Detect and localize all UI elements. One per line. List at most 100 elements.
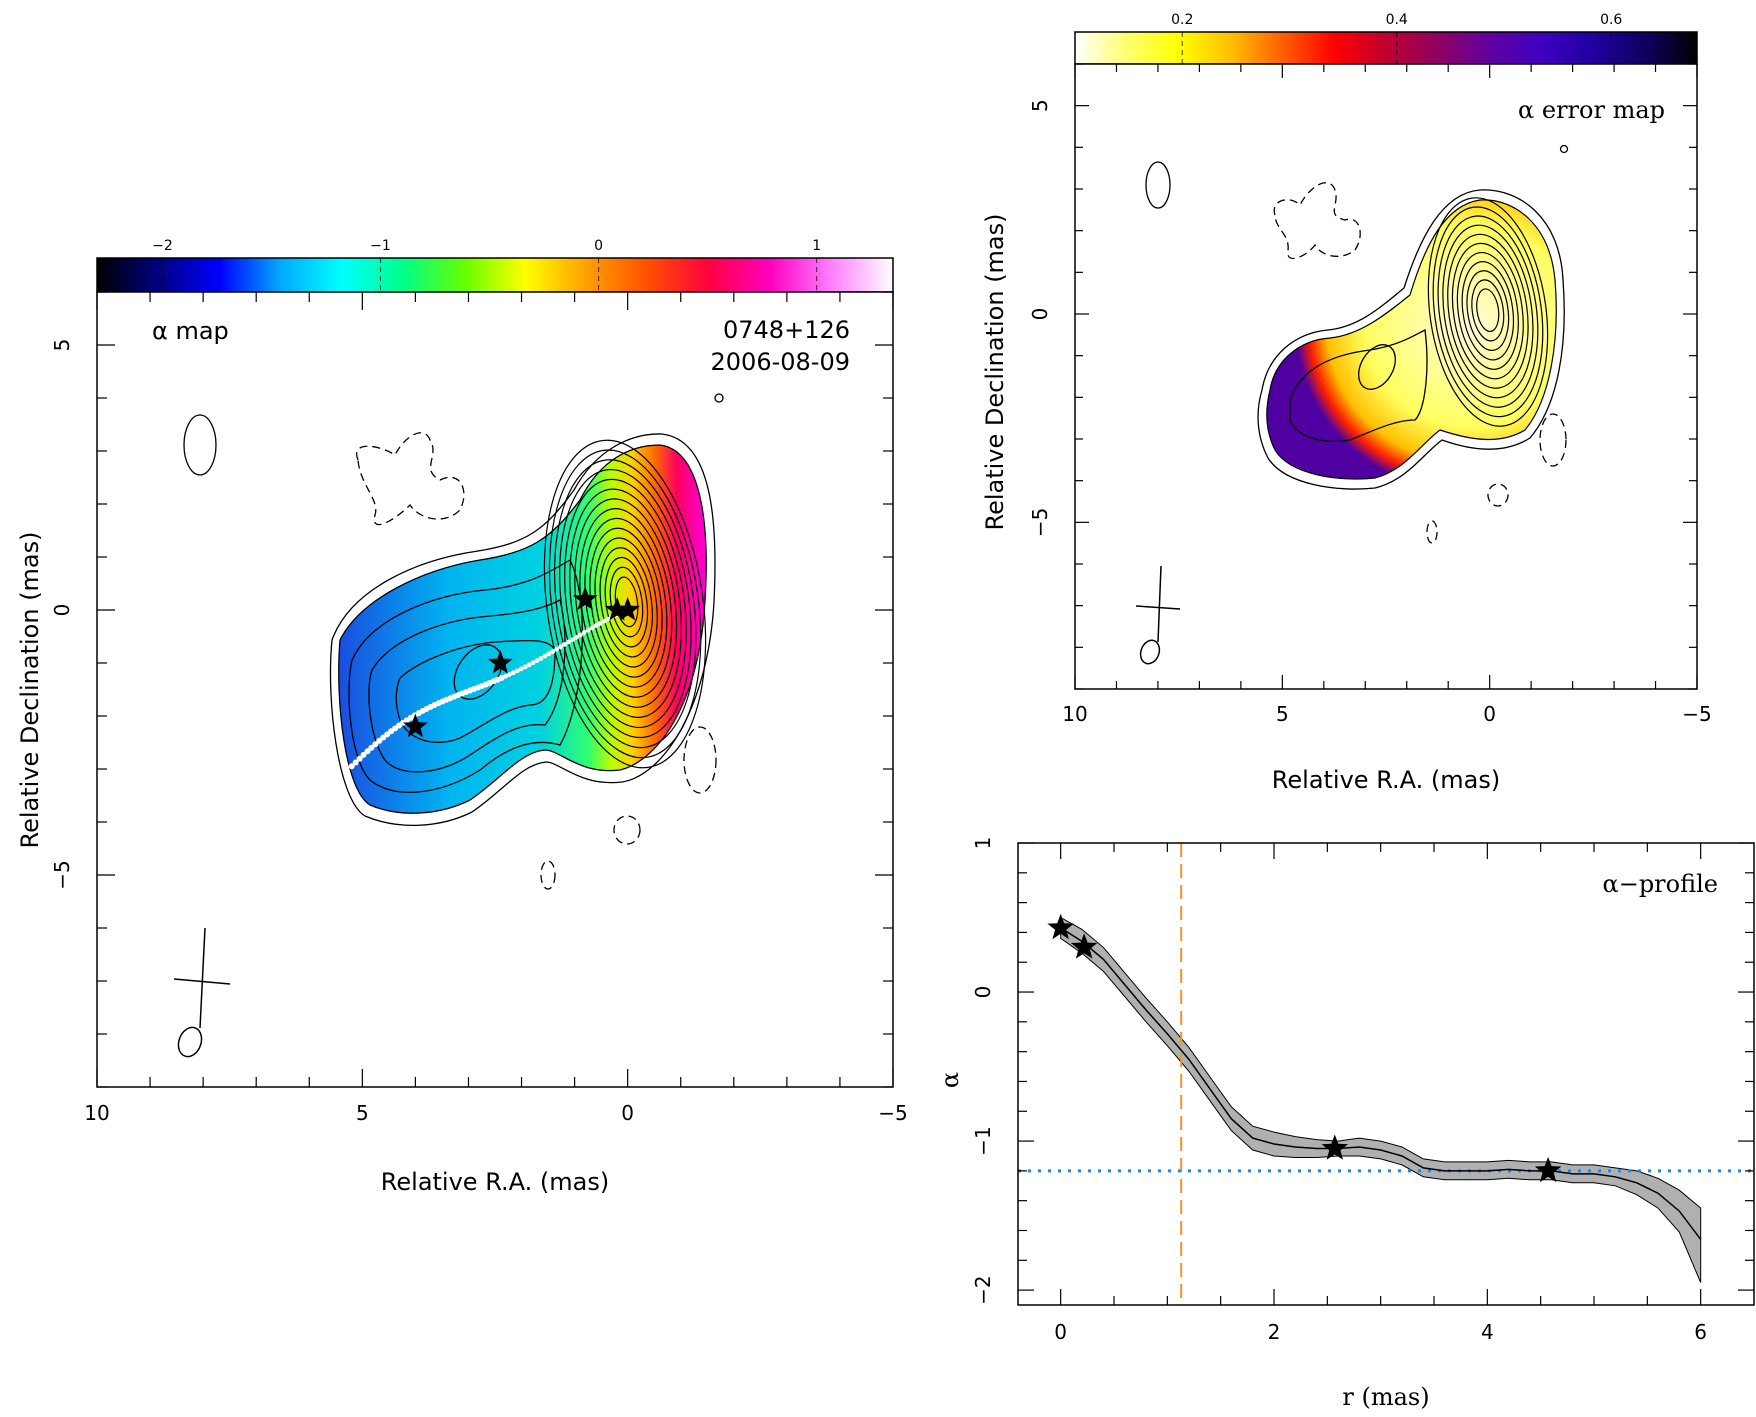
beam-minor-axis	[1135, 605, 1181, 610]
profile-plot-area	[1018, 843, 1754, 1305]
core-contour	[1442, 224, 1534, 399]
beam-minor-axis	[173, 978, 231, 985]
error-map-core-contours	[1427, 197, 1549, 427]
profile-star	[1070, 933, 1098, 959]
ridge-point	[578, 632, 583, 638]
profile-ticks: 0 2 4 6 1 0 −1 −2	[971, 837, 1754, 1344]
ridge-star	[572, 586, 598, 610]
error-map-positive-islands	[1145, 144, 1569, 209]
profile-star	[1534, 1156, 1562, 1183]
profile-error-band	[1060, 916, 1702, 1283]
beam-major-axis	[199, 927, 206, 1029]
error-map-image	[1135, 144, 1569, 665]
core-contour	[584, 517, 668, 688]
y-tick-label: 5	[1028, 99, 1052, 112]
colorbar-tick-label: 1	[812, 238, 821, 254]
colorbar-tick-label: 0.6	[1600, 12, 1622, 28]
profile-frame	[1017, 842, 1755, 1306]
ridge-point	[507, 672, 512, 677]
x-tick-label: 10	[84, 1101, 109, 1125]
core-contour	[569, 488, 682, 718]
ridge-point	[574, 634, 579, 640]
error-map-y-title: Relative Declination (mas)	[981, 213, 1009, 530]
negative-contour	[1273, 182, 1361, 260]
colorbar-tick-label: 0.4	[1386, 12, 1408, 28]
core-contour	[1461, 260, 1515, 361]
x-tick-label: 2	[1268, 1320, 1281, 1344]
alpha-colorbar-ticks: −2 −1 0 1	[152, 238, 821, 292]
jet-contour	[368, 599, 566, 773]
profile-stars	[1047, 913, 1562, 1183]
x-tick-label: 0	[1054, 1320, 1067, 1344]
x-tick-label: −5	[878, 1101, 907, 1125]
ridge-point	[605, 616, 611, 622]
core-contour	[564, 478, 687, 729]
ridge-point	[510, 670, 516, 676]
alpha-map-stars	[403, 586, 640, 738]
ridge-star	[604, 597, 630, 621]
y-tick-label: 1	[971, 837, 995, 850]
x-tick-label: 4	[1481, 1320, 1494, 1344]
positive-contour	[1145, 161, 1171, 209]
ridge-point	[518, 666, 524, 672]
ridge-point	[593, 623, 599, 628]
colorbar-tick-label: 0.2	[1171, 12, 1193, 28]
ridge-point	[546, 651, 552, 657]
negative-contour	[1426, 520, 1438, 544]
ridge-point	[364, 748, 371, 755]
core-contour	[1476, 288, 1500, 333]
beam-ellipse	[177, 1026, 203, 1058]
alpha-profile-panel: 0 2 4 6 1 0 −1 −2 α−profile r (mas) α	[936, 837, 1755, 1411]
source-name: 0748+126	[723, 316, 850, 344]
error-map-beam	[1135, 565, 1181, 665]
ridge-point	[372, 741, 379, 748]
ridge-point	[376, 737, 383, 744]
core-contour	[553, 459, 697, 749]
ridge-point	[601, 618, 607, 624]
y-tick-label: −5	[1028, 508, 1052, 537]
alpha-error-map-panel: 0.2 0.4 0.6	[981, 12, 1712, 794]
x-tick-label: 5	[356, 1101, 369, 1125]
ridge-point	[581, 630, 587, 635]
alpha-map-panel: −2 −1 0 1	[16, 238, 908, 1196]
y-tick-label: −5	[50, 860, 74, 889]
ridge-point	[522, 664, 528, 670]
ridge-star	[403, 713, 428, 738]
alpha-map-ticks: 10 5 0 −5 5 0 −5	[50, 291, 908, 1125]
ridge-star	[615, 597, 640, 621]
y-tick-label: 5	[50, 339, 74, 352]
negative-contour	[356, 432, 465, 526]
y-tick-label: −1	[971, 1126, 995, 1155]
alpha-map-y-title: Relative Declination (mas)	[16, 531, 44, 848]
ridge-point	[348, 763, 355, 770]
alpha-map-negative-contours	[356, 432, 717, 890]
x-tick-label: 0	[621, 1101, 634, 1125]
ridge-point	[558, 644, 564, 650]
ridge-point	[498, 675, 505, 681]
profile-label: α−profile	[1603, 870, 1719, 898]
colorbar-tick-label: −2	[152, 238, 173, 254]
core-contour	[599, 547, 653, 658]
core-contour	[604, 556, 649, 648]
alpha-map-label: α map	[152, 317, 229, 345]
negative-contour	[683, 726, 717, 794]
y-tick-label: 0	[971, 986, 995, 999]
ridge-point	[503, 673, 508, 679]
jet-knot-contour	[1358, 344, 1396, 390]
colorbar-tick-label: −1	[370, 238, 391, 254]
negative-contour	[540, 860, 556, 890]
ridge-point	[589, 625, 595, 631]
positive-contour	[1559, 144, 1569, 154]
core-contour	[574, 498, 678, 708]
core-contour	[1451, 242, 1524, 380]
profile-y-title: α	[936, 1072, 964, 1088]
core-contour	[609, 566, 644, 638]
x-tick-label: −5	[1682, 702, 1711, 726]
ridge-point	[566, 639, 571, 645]
error-map-ticks: 10 5 0 −5 5 0 −5	[1028, 63, 1712, 726]
jet-contour	[1289, 329, 1428, 442]
error-map-frame	[1074, 63, 1698, 690]
core-contour	[1456, 251, 1519, 370]
error-map-label: α error map	[1518, 96, 1665, 124]
observation-epoch: 2006-08-09	[711, 348, 850, 376]
